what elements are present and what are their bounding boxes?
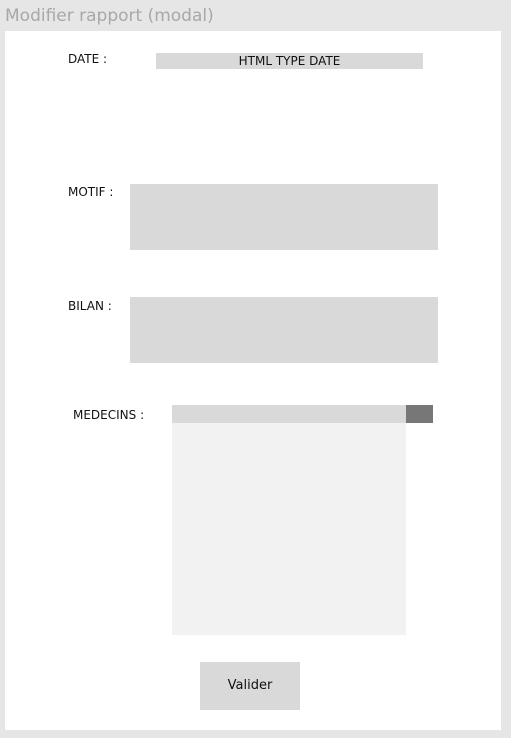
medecins-select[interactable] bbox=[172, 405, 406, 423]
window-title: Modifier rapport (modal) bbox=[5, 6, 214, 26]
medecins-dropdown-toggle[interactable] bbox=[406, 405, 433, 423]
date-input[interactable]: HTML TYPE DATE bbox=[156, 53, 423, 69]
motif-textarea[interactable] bbox=[130, 184, 438, 250]
bilan-label: BILAN : bbox=[68, 299, 112, 313]
edit-report-modal: DATE : HTML TYPE DATE MOTIF : BILAN : ME… bbox=[5, 31, 501, 730]
medecins-options-list[interactable] bbox=[172, 423, 406, 635]
validate-button[interactable]: Valider bbox=[200, 662, 300, 710]
bilan-textarea[interactable] bbox=[130, 297, 438, 363]
motif-label: MOTIF : bbox=[68, 185, 114, 199]
medecins-label: MEDECINS : bbox=[73, 408, 145, 422]
date-label: DATE : bbox=[68, 52, 108, 66]
